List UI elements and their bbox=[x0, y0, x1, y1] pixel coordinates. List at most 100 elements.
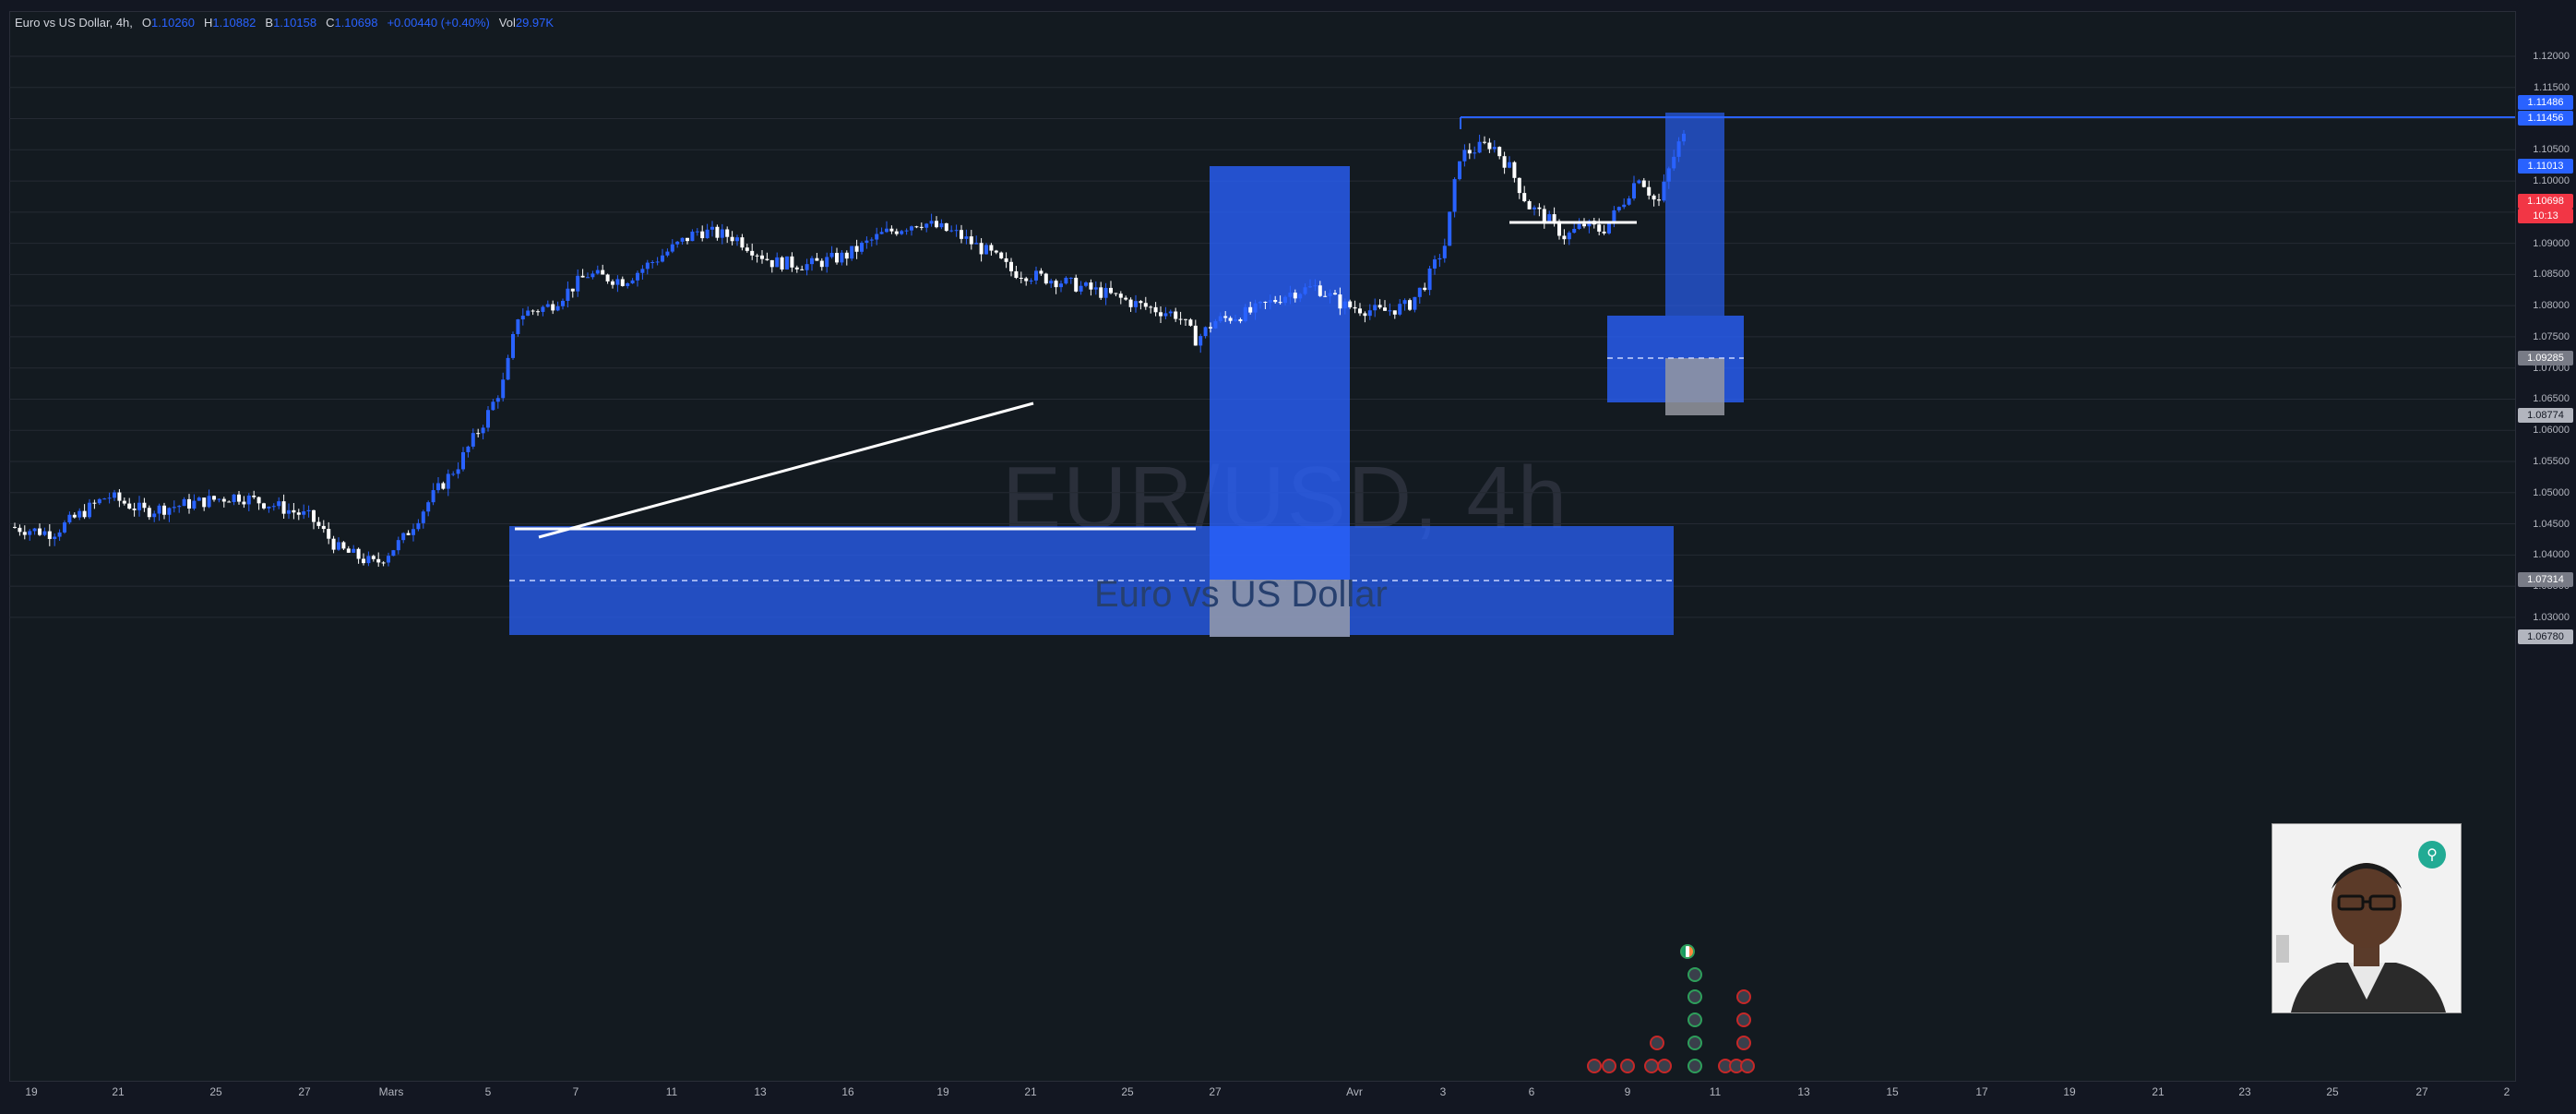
symbol-title[interactable]: Euro vs US Dollar, 4h, bbox=[15, 15, 133, 30]
price-tag[interactable]: 1.11486 bbox=[2518, 95, 2573, 110]
time-axis[interactable]: 19 21 25 27 Mars 5 7 11 13 16 19 21 25 27 Avr 3 6 9 11 13 15… bbox=[0, 1080, 2515, 1114]
candle bbox=[227, 500, 232, 503]
price-axis-label: 1.06000 bbox=[2533, 425, 2570, 437]
event-us-icon[interactable] bbox=[1736, 1012, 1751, 1027]
price-axis-label: 1.11500 bbox=[2534, 81, 2570, 93]
candle bbox=[844, 250, 849, 266]
close-label: C bbox=[326, 15, 335, 30]
supply-zone-top[interactable] bbox=[1665, 113, 1724, 316]
candle bbox=[630, 278, 635, 284]
time-axis-label: Avr bbox=[1346, 1085, 1363, 1098]
event-us-icon[interactable] bbox=[1620, 1059, 1635, 1073]
candle bbox=[1273, 295, 1278, 304]
price-chart[interactable] bbox=[0, 0, 2515, 1080]
candle bbox=[645, 259, 650, 275]
price-tag[interactable]: 1.09285 bbox=[2518, 351, 2573, 365]
grey-zone-lower[interactable] bbox=[1210, 580, 1350, 637]
candle bbox=[481, 425, 485, 440]
candle bbox=[1423, 282, 1427, 292]
candle bbox=[1178, 311, 1183, 325]
candle bbox=[451, 471, 456, 477]
candle bbox=[387, 552, 390, 567]
candle bbox=[1676, 137, 1681, 162]
event-us-icon[interactable] bbox=[1657, 1059, 1672, 1073]
candle bbox=[232, 494, 236, 506]
candle bbox=[875, 227, 879, 246]
vertical-zone[interactable] bbox=[1210, 166, 1350, 637]
candle bbox=[1467, 143, 1472, 160]
candle bbox=[1537, 203, 1542, 217]
candle bbox=[1114, 293, 1118, 296]
event-us-icon[interactable] bbox=[1650, 1036, 1664, 1050]
search-icon[interactable]: ⚲ bbox=[2418, 841, 2446, 868]
candle bbox=[97, 497, 101, 506]
candle bbox=[1093, 281, 1098, 295]
candle bbox=[595, 265, 600, 275]
candle bbox=[441, 481, 446, 490]
time-axis-label: 27 bbox=[1209, 1085, 1222, 1098]
candle bbox=[680, 237, 685, 246]
candle bbox=[800, 265, 805, 270]
candle bbox=[1637, 179, 1641, 185]
price-axis-label: 1.04500 bbox=[2533, 518, 2570, 530]
price-tag[interactable]: 1.10698 bbox=[2518, 194, 2573, 209]
candle bbox=[406, 530, 411, 536]
trendline-ascending[interactable] bbox=[538, 401, 1034, 539]
time-axis-label: 27 bbox=[298, 1085, 311, 1098]
price-tag[interactable]: 1.06780 bbox=[2518, 629, 2573, 644]
candle bbox=[725, 226, 730, 244]
event-us-icon[interactable] bbox=[1587, 1059, 1602, 1073]
candle bbox=[1348, 299, 1353, 309]
candle bbox=[1313, 279, 1318, 292]
candle bbox=[590, 270, 595, 280]
price-tag[interactable]: 1.08774 bbox=[2518, 408, 2573, 423]
event-us-icon[interactable] bbox=[1688, 1036, 1702, 1050]
candle bbox=[999, 251, 1004, 259]
event-flag-icon[interactable] bbox=[1680, 944, 1695, 959]
time-axis-label: 6 bbox=[1528, 1085, 1535, 1098]
candle bbox=[88, 498, 91, 520]
candle bbox=[1682, 130, 1686, 146]
candle bbox=[1627, 196, 1631, 206]
event-us-icon[interactable] bbox=[1602, 1059, 1616, 1073]
candle bbox=[13, 522, 17, 529]
candle bbox=[665, 248, 670, 258]
candle bbox=[555, 301, 560, 312]
grey-zone-right[interactable] bbox=[1665, 358, 1724, 415]
price-tag[interactable]: 1.07314 bbox=[2518, 572, 2573, 587]
avatar[interactable]: ⚲ bbox=[2272, 823, 2462, 1013]
candle bbox=[337, 537, 340, 551]
candle bbox=[1044, 272, 1048, 285]
event-us-icon[interactable] bbox=[1740, 1059, 1755, 1073]
event-us-icon[interactable] bbox=[1688, 1012, 1702, 1027]
candle bbox=[1134, 294, 1138, 313]
candle bbox=[147, 505, 151, 521]
time-axis-label: 25 bbox=[209, 1085, 222, 1098]
price-axis-label: 1.08000 bbox=[2533, 300, 2570, 312]
price-axis-label: 1.10000 bbox=[2533, 175, 2570, 187]
candle bbox=[1034, 266, 1038, 285]
event-us-icon[interactable] bbox=[1688, 989, 1702, 1004]
candle bbox=[366, 551, 371, 567]
candle bbox=[1398, 299, 1402, 317]
price-axis[interactable]: 1.120001.115001.110001.105001.100001.095… bbox=[2515, 11, 2576, 1082]
candle bbox=[142, 497, 147, 512]
event-us-icon[interactable] bbox=[1736, 1036, 1751, 1050]
price-tag[interactable]: 1.11013 bbox=[2518, 159, 2573, 174]
candle bbox=[1652, 194, 1656, 207]
event-us-icon[interactable] bbox=[1688, 1059, 1702, 1073]
candle bbox=[960, 224, 963, 244]
candle bbox=[919, 222, 924, 231]
candle bbox=[1103, 282, 1108, 305]
price-tag[interactable]: 1.11456 bbox=[2518, 111, 2573, 126]
candle bbox=[984, 243, 988, 255]
candle bbox=[894, 228, 899, 236]
event-us-icon[interactable] bbox=[1736, 989, 1751, 1004]
candle bbox=[1492, 139, 1497, 153]
time-axis-label: 27 bbox=[2415, 1085, 2428, 1098]
event-us-icon[interactable] bbox=[1688, 967, 1702, 982]
candle bbox=[78, 508, 82, 521]
candle bbox=[605, 273, 610, 284]
candle bbox=[879, 227, 884, 234]
candle bbox=[1323, 291, 1328, 297]
